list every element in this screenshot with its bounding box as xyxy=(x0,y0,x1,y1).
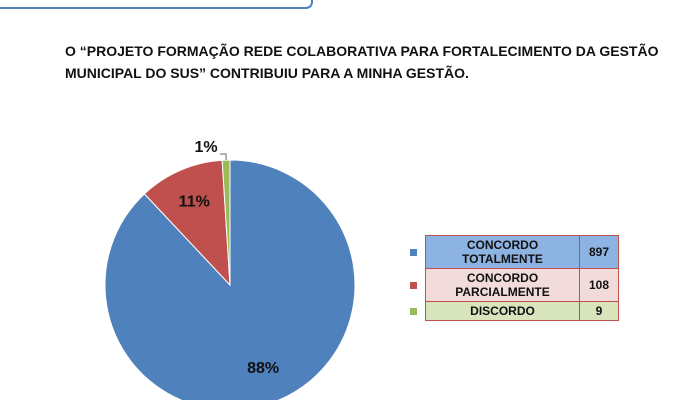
count-value: 9 xyxy=(579,301,619,321)
legend-row: CONCORDO TOTALMENTE 897 xyxy=(425,235,619,269)
legend-label: DISCORDO xyxy=(425,301,580,321)
data-label: 1% xyxy=(194,139,217,156)
legend-label: CONCORDO PARCIALMENTE xyxy=(425,268,580,302)
legend-swatch xyxy=(410,248,417,256)
pie-slice xyxy=(221,159,231,286)
data-label: 88% xyxy=(247,360,279,377)
legend-row: CONCORDO PARCIALMENTE 108 xyxy=(425,268,619,302)
legend-row: DISCORDO 9 xyxy=(425,301,619,321)
legend-swatch xyxy=(410,281,417,289)
pie-slice xyxy=(104,159,356,400)
legend-swatch xyxy=(410,307,417,315)
legend-label: CONCORDO TOTALMENTE xyxy=(425,235,580,269)
count-value: 897 xyxy=(579,235,619,269)
data-label: 11% xyxy=(179,194,210,211)
count-value: 108 xyxy=(579,268,619,302)
pie-slice xyxy=(143,159,231,287)
chart-title: O “PROJETO FORMAÇÃO REDE COLABORATIVA PA… xyxy=(65,43,659,81)
header-tab xyxy=(0,0,313,9)
leader-line xyxy=(220,153,227,161)
legend-table: CONCORDO TOTALMENTE 897 CONCORDO PARCIALME… xyxy=(425,235,619,321)
